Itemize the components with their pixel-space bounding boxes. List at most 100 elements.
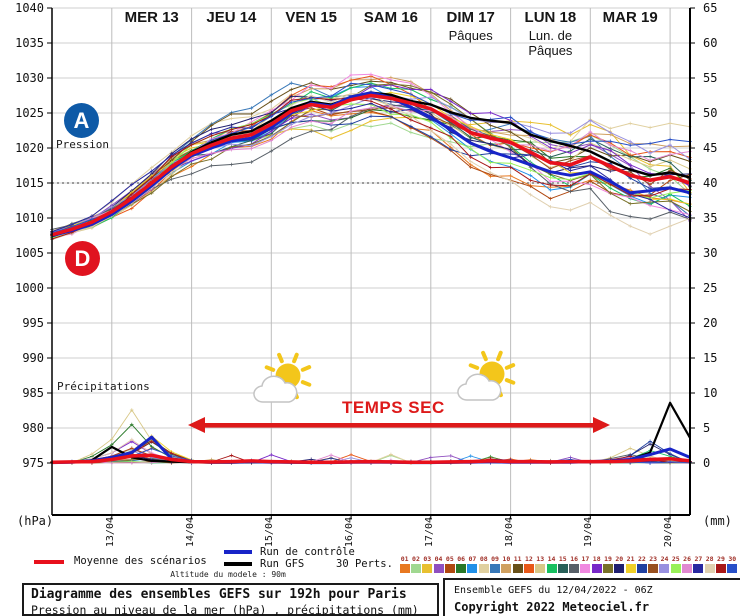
- perturbation-color-swatch: [490, 564, 501, 573]
- y-axis-label-right: 40: [703, 176, 718, 190]
- perturbation-color-swatch: [648, 564, 659, 573]
- anticyclone-letter: A: [73, 107, 90, 133]
- perturbation-number: 21: [626, 555, 635, 563]
- day-header: MER 13: [110, 9, 194, 26]
- perturbation-number: 18: [592, 555, 601, 563]
- perturbation-color-swatch: [682, 564, 693, 573]
- y-axis-label-left: 1000: [15, 281, 44, 295]
- model-altitude-note: Altitude du modele : 90m: [170, 570, 286, 579]
- y-axis-label-left: 1005: [15, 246, 44, 260]
- y-axis-label-right: 10: [703, 386, 718, 400]
- perturbation-number: 20: [615, 555, 624, 563]
- perturbation-color-swatch: [614, 564, 625, 573]
- perturbation-cell: 09: [489, 555, 501, 573]
- perturbation-color-swatch: [557, 564, 568, 573]
- perturbation-cell: 26: [681, 555, 693, 573]
- perturbation-number: 17: [581, 555, 590, 563]
- legend-gfs-label: Run GFS: [260, 558, 305, 570]
- day-header-subtitle: Pâques: [448, 28, 493, 43]
- y-axis-label-right: 55: [703, 71, 718, 85]
- perturbation-number: 08: [479, 555, 488, 563]
- perturbation-color-strip: 01 02 03 04 05 06 07 08 09 10 11 12 13 14 15 16 17 18 19 20…: [399, 555, 738, 573]
- chart-subtitle: Pression au niveau de la mer (hPa) , pré…: [31, 603, 419, 616]
- x-axis-date-label: 18/04: [503, 517, 515, 548]
- perturbation-color-swatch: [523, 564, 534, 573]
- y-axis-label-left: 1035: [15, 36, 44, 50]
- credit-box: Ensemble GEFS du 12/04/2022 - 06Z Copyri…: [443, 578, 740, 616]
- perturbation-color-swatch: [591, 564, 602, 573]
- perturbation-number: 27: [694, 555, 703, 563]
- day-header: VEN 15: [269, 9, 353, 26]
- y-axis-label-right: 20: [703, 316, 718, 330]
- perturbation-cell: 20: [614, 555, 625, 573]
- x-axis-date-label: 15/04: [264, 517, 276, 548]
- dry-weather-arrow: [188, 417, 610, 433]
- right-axis-unit: (mm): [703, 514, 732, 528]
- perturbation-number: 13: [536, 555, 545, 563]
- legend-control-label: Run de contrôle: [260, 546, 355, 558]
- y-axis-label-left: 990: [22, 351, 44, 365]
- perturbation-color-swatch: [625, 564, 636, 573]
- perturbation-number: 22: [637, 555, 646, 563]
- legend-perts-label: 30 Perts.: [336, 558, 393, 570]
- legend-mean-label: Moyenne des scénarios: [74, 555, 207, 567]
- depression-badge: D: [65, 241, 100, 276]
- perturbation-color-swatch: [422, 564, 433, 573]
- legend-mean-swatch: [34, 560, 64, 564]
- perturbation-number: 29: [717, 555, 725, 563]
- day-header: LUN 18 Lun. de Pâques: [508, 9, 592, 58]
- perturbation-cell: 24: [659, 555, 670, 573]
- pressure-label: Pression: [56, 138, 109, 151]
- day-header: DIM 17 Pâques: [429, 9, 513, 43]
- perturbation-cell: 21: [625, 555, 636, 573]
- perturbation-color-swatch: [456, 564, 467, 573]
- perturbation-cell: 05: [444, 555, 455, 573]
- perturbation-color-swatch: [670, 564, 681, 573]
- y-axis-label-right: 25: [703, 281, 718, 295]
- day-header-label: LUN 18: [524, 9, 577, 26]
- perturbation-number: 10: [502, 555, 511, 563]
- perturbation-cell: 18: [591, 555, 602, 573]
- day-header-label: SAM 16: [363, 9, 418, 26]
- perturbation-number: 09: [491, 555, 499, 563]
- precipitation-main-lines: [51, 401, 691, 465]
- y-axis-label-left: 980: [22, 421, 44, 435]
- left-axis-unit: (hPa): [17, 514, 54, 528]
- perturbation-number: 04: [434, 555, 443, 563]
- x-axis-date-label: 19/04: [583, 517, 595, 548]
- day-header: JEU 14: [189, 9, 273, 26]
- y-axis-label-left: 1025: [15, 106, 44, 120]
- perturbation-cell: 23: [648, 555, 659, 573]
- perturbation-number: 05: [445, 555, 454, 563]
- perturbation-cell: 12: [523, 555, 534, 573]
- perturbation-cell: 11: [512, 555, 523, 573]
- day-header-label: MAR 19: [602, 9, 658, 26]
- y-axis-label-left: 985: [22, 386, 44, 400]
- perturbation-color-swatch: [501, 564, 512, 573]
- perturbation-cell: 14: [546, 555, 557, 573]
- perturbation-cell: 01: [399, 555, 410, 573]
- y-axis-label-right: 15: [703, 351, 718, 365]
- perturbation-color-swatch: [410, 564, 421, 573]
- perturbation-cell: 22: [636, 555, 647, 573]
- day-header-label: DIM 17: [446, 9, 495, 26]
- y-axis-label-left: 1020: [15, 141, 44, 155]
- perturbation-color-swatch: [444, 564, 455, 573]
- perturbation-cell: 15: [557, 555, 568, 573]
- x-axis-date-label: 20/04: [663, 517, 675, 548]
- copyright: Copyright 2022 Meteociel.fr: [454, 600, 650, 614]
- perturbation-cell: 28: [704, 555, 715, 573]
- precipitation-label: Précipitations: [57, 380, 150, 393]
- y-axis-label-right: 5: [703, 421, 711, 435]
- perturbation-number: 25: [671, 555, 680, 563]
- perturbation-number: 28: [705, 555, 714, 563]
- y-axis-label-right: 0: [703, 456, 711, 470]
- perturbation-cell: 07: [467, 555, 478, 573]
- x-axis-date-label: 16/04: [344, 517, 356, 548]
- perturbation-cell: 17: [580, 555, 591, 573]
- anticyclone-badge: A: [64, 103, 99, 138]
- y-axis-label-right: 30: [703, 246, 718, 260]
- perturbation-color-swatch: [693, 564, 704, 573]
